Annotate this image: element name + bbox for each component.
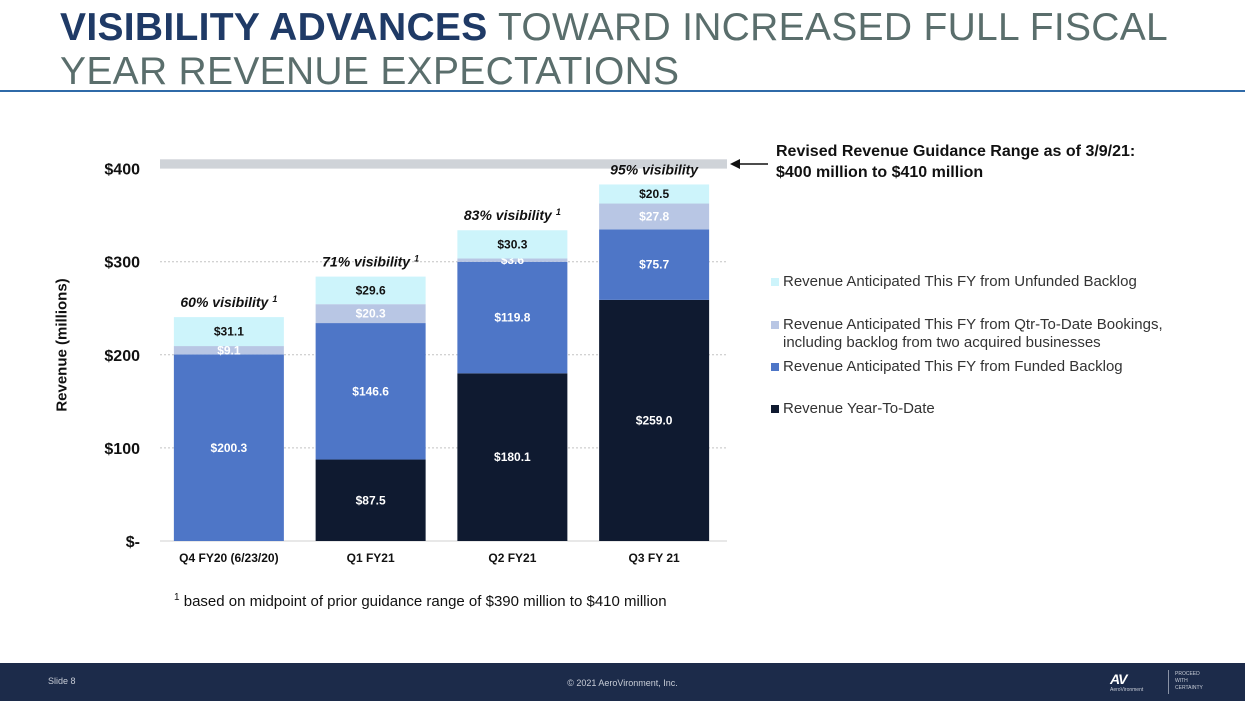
bar-segment [173,354,284,541]
x-tick-label: Q2 FY21 [488,551,536,565]
x-tick-label: Q3 FY 21 [629,551,680,565]
footer-divider [1168,670,1169,694]
legend-item-qtd-bookings: Revenue Anticipated This FY from Qtr-To-… [771,316,1191,352]
bar-segment [457,261,568,374]
data-label: $180.1 [494,450,531,464]
guidance-arrow-head [730,158,740,169]
legend-item-unfunded: Revenue Anticipated This FY from Unfunde… [771,273,1137,291]
bar-segment [315,459,426,541]
bar-segment [599,229,710,300]
title-rest: TOWARD INCREASED FULL FISCAL YEAR REVENU… [60,6,1167,93]
legend-swatch-ytd [771,405,779,413]
tagline-line-1: PROCEED [1175,671,1200,677]
visibility-footnote-marker: 1 [556,207,561,217]
bar-segment [173,346,284,355]
title-bold: VISIBILITY ADVANCES [60,6,488,49]
logo-mark: AV [1110,671,1127,687]
tagline-line-2: WITH [1175,678,1188,684]
data-label: $27.8 [639,209,669,223]
bar-segment [457,373,568,541]
company-logo: AV AeroVironment [1110,671,1143,693]
guidance-annotation-line1: Revised Revenue Guidance Range as of 3/9… [776,143,1136,160]
bar-segment [315,276,426,305]
data-label: $119.8 [494,311,530,325]
legend-label-qtd-bookings: Revenue Anticipated This FY from Qtr-To-… [783,316,1163,351]
y-tick-label: $300 [104,255,140,272]
visibility-footnote-marker: 1 [414,254,419,264]
tagline: PROCEED WITH CERTAINTY [1175,671,1203,692]
data-label: $31.1 [214,325,244,339]
legend-label-ytd: Revenue Year-To-Date [783,400,935,417]
visibility-annotation: 83% visibility 1 [464,207,561,223]
visibility-footnote-marker: 1 [272,294,277,304]
y-tick-label: $- [126,534,140,551]
legend-label-funded: Revenue Anticipated This FY from Funded … [783,358,1123,375]
data-label: $146.6 [352,384,389,398]
footnote-marker: 1 [174,592,180,603]
x-tick-label: Q1 FY21 [347,551,395,565]
data-label: $29.6 [356,283,386,297]
guidance-annotation: Revised Revenue Guidance Range as of 3/9… [776,141,1135,183]
visibility-annotation: 71% visibility 1 [322,254,419,270]
footer-bar: Slide 8 © 2021 AeroVironment, Inc. AV Ae… [0,663,1245,701]
data-label: $200.3 [211,441,248,455]
bar-segment [315,323,426,460]
y-tick-label: $400 [104,162,140,179]
guidance-range-band [160,159,727,169]
logo-name: AeroVironment [1110,687,1144,693]
data-label: $87.5 [356,493,386,507]
data-label: $20.3 [356,307,386,321]
guidance-annotation-line2: $400 million to $410 million [776,164,984,181]
legend-item-funded: Revenue Anticipated This FY from Funded … [771,358,1123,376]
revenue-stacked-bar-chart: $- $100 $200 $300 $400 $200.3 $9.1 $31.1 Q4 FY20… [104,158,768,565]
legend-swatch-unfunded [771,278,779,286]
tagline-line-3: CERTAINTY [1175,685,1203,691]
bar-segment [457,230,568,259]
data-label: $20.5 [639,187,669,201]
data-label: $259.0 [636,413,673,427]
data-label: $9.1 [217,343,241,357]
legend-swatch-qtd-bookings [771,321,779,329]
y-tick-label: $100 [104,441,140,458]
bar-segment [599,299,710,541]
bar-segment [315,304,426,324]
footnote-text: based on midpoint of prior guidance rang… [179,593,667,610]
y-axis-label-text: Revenue (millions) [53,278,71,412]
footnote: 1 based on midpoint of prior guidance ra… [174,592,667,610]
visibility-annotation: 60% visibility 1 [180,294,277,310]
legend-swatch-funded [771,363,779,371]
bar-segment [173,317,284,347]
legend-item-ytd: Revenue Year-To-Date [771,400,935,418]
slide-title: VISIBILITY ADVANCES TOWARD INCREASED FUL… [60,6,1245,94]
x-tick-label: Q4 FY20 (6/23/20) [179,551,278,565]
copyright: © 2021 AeroVironment, Inc. [567,678,678,688]
title-rule [0,90,1245,92]
visibility-annotation: 95% visibility [610,161,699,177]
slide-number: Slide 8 [48,676,76,686]
y-tick-label: $200 [104,348,140,365]
data-label: $75.7 [639,258,669,272]
bar-segment [599,184,710,204]
bar-segment [599,203,710,230]
legend-label-unfunded: Revenue Anticipated This FY from Unfunde… [783,273,1137,290]
bar-segment [457,258,568,262]
data-label: $30.3 [497,237,527,251]
